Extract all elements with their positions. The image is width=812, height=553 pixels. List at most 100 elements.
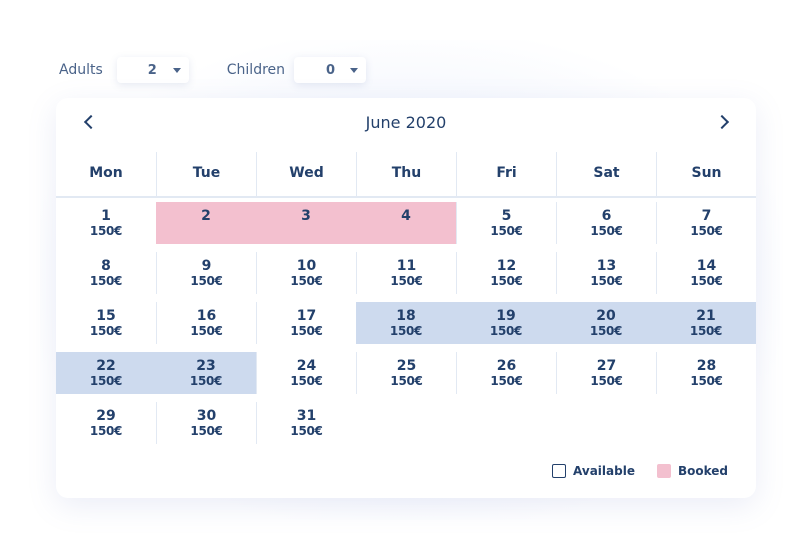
day-price: 150€ <box>489 324 523 338</box>
day-price: 150€ <box>290 374 323 388</box>
available-label: Available <box>573 464 635 478</box>
day-cell-7[interactable]: 7 150€ <box>656 202 756 244</box>
weekday-mon: Mon <box>89 165 123 181</box>
day-number: 31 <box>296 408 317 424</box>
day-number: 20 <box>596 308 616 324</box>
day-number: 27 <box>596 358 617 374</box>
children-value: 0 <box>326 62 336 78</box>
day-number: 19 <box>496 308 516 324</box>
day-number: 10 <box>296 258 317 274</box>
day-number: 3 <box>301 208 311 224</box>
day-price: 150€ <box>290 324 323 338</box>
weekday-sun: Sun <box>656 152 756 196</box>
day-number: 7 <box>701 208 712 224</box>
day-cell-19[interactable]: 19 150€ <box>456 302 556 344</box>
weekday-thu: Thu <box>356 152 456 196</box>
day-number: 24 <box>296 358 317 374</box>
day-number: 5 <box>501 208 512 224</box>
day-cell-15[interactable]: 15 150€ <box>56 302 156 344</box>
day-price: 150€ <box>490 224 523 238</box>
month-title: June 2020 <box>365 113 447 132</box>
day-cell-22[interactable]: 22 150€ <box>56 352 156 394</box>
day-price: 150€ <box>690 374 723 388</box>
day-cell-25[interactable]: 25 150€ <box>356 352 456 394</box>
day-number: 8 <box>101 258 111 274</box>
day-price: 150€ <box>690 224 723 238</box>
day-cell-6[interactable]: 6 150€ <box>556 202 656 244</box>
children-select[interactable]: 0 <box>294 57 367 83</box>
day-number: 28 <box>696 358 717 374</box>
day-price: 150€ <box>290 424 323 438</box>
day-cell-8[interactable]: 8 150€ <box>56 252 156 294</box>
day-number: 21 <box>696 308 716 324</box>
day-cell-26[interactable]: 26 150€ <box>456 352 556 394</box>
day-cell-23[interactable]: 23 150€ <box>156 352 256 394</box>
weekday-header: Mon Tue Wed Thu Fri Sat Sun <box>56 152 756 198</box>
day-cell-4: 4 <box>356 202 456 244</box>
day-cell-5[interactable]: 5 150€ <box>456 202 556 244</box>
day-cell-1[interactable]: 1 150€ <box>56 202 156 244</box>
day-number: 1 <box>101 208 111 224</box>
booked-label: Booked <box>677 464 728 478</box>
day-cell-16[interactable]: 16 150€ <box>156 302 256 344</box>
weekday-wed: Wed <box>256 152 356 196</box>
day-price: 150€ <box>89 424 123 438</box>
day-price: 150€ <box>590 224 623 238</box>
caret-down-icon <box>172 68 181 73</box>
day-cell-31[interactable]: 31 150€ <box>256 402 356 444</box>
adults-label: Adults <box>59 62 103 78</box>
day-number: 25 <box>396 358 417 374</box>
day-number: 29 <box>96 408 116 424</box>
guest-selector: Adults 2 Children 0 <box>59 57 367 83</box>
day-price: 150€ <box>189 374 223 388</box>
legend-booked: Booked <box>656 464 728 478</box>
available-swatch <box>552 464 567 478</box>
day-price: 150€ <box>290 274 323 288</box>
day-number: 23 <box>196 358 216 374</box>
day-cell-20[interactable]: 20 150€ <box>556 302 656 344</box>
day-price: 150€ <box>89 274 123 288</box>
day-number: 13 <box>596 258 617 274</box>
day-number: 22 <box>96 358 116 374</box>
day-price: 150€ <box>190 424 223 438</box>
day-price: 150€ <box>190 274 223 288</box>
weekday-tue: Tue <box>156 152 256 196</box>
day-cell-27[interactable]: 27 150€ <box>556 352 656 394</box>
day-cell-13[interactable]: 13 150€ <box>556 252 656 294</box>
day-price: 150€ <box>89 224 123 238</box>
day-cell-10[interactable]: 10 150€ <box>256 252 356 294</box>
day-cell-9[interactable]: 9 150€ <box>156 252 256 294</box>
day-number: 14 <box>696 258 717 274</box>
day-cell-17[interactable]: 17 150€ <box>256 302 356 344</box>
booked-swatch <box>656 464 671 478</box>
calendar-card: June 2020 Mon Tue Wed Thu Fri Sat Sun 1 150€ 2 3 4… <box>56 98 756 498</box>
day-cell-29[interactable]: 29 150€ <box>56 402 156 444</box>
day-price: 150€ <box>190 324 223 338</box>
day-number: 16 <box>196 308 217 324</box>
day-cell-2: 2 <box>156 202 256 244</box>
day-number: 12 <box>496 258 517 274</box>
weekday-sat: Sat <box>556 152 656 196</box>
day-cell-14[interactable]: 14 150€ <box>656 252 756 294</box>
adults-value: 2 <box>147 62 157 78</box>
day-price: 150€ <box>690 274 723 288</box>
day-number: 4 <box>401 208 411 224</box>
day-cell-24[interactable]: 24 150€ <box>256 352 356 394</box>
day-cell-18[interactable]: 18 150€ <box>356 302 456 344</box>
day-price: 150€ <box>589 324 623 338</box>
day-number: 30 <box>196 408 217 424</box>
day-number: 15 <box>96 308 116 324</box>
day-price: 150€ <box>590 374 623 388</box>
day-price: 150€ <box>89 374 123 388</box>
day-cell-28[interactable]: 28 150€ <box>656 352 756 394</box>
next-month-button[interactable] <box>713 112 733 132</box>
day-cell-11[interactable]: 11 150€ <box>356 252 456 294</box>
legend: Available Booked <box>552 464 728 478</box>
day-cell-12[interactable]: 12 150€ <box>456 252 556 294</box>
day-cell-21[interactable]: 21 150€ <box>656 302 756 344</box>
adults-select[interactable]: 2 <box>116 57 189 83</box>
day-cell-30[interactable]: 30 150€ <box>156 402 256 444</box>
day-price: 150€ <box>390 274 423 288</box>
day-price: 150€ <box>490 374 523 388</box>
legend-available: Available <box>552 464 635 478</box>
